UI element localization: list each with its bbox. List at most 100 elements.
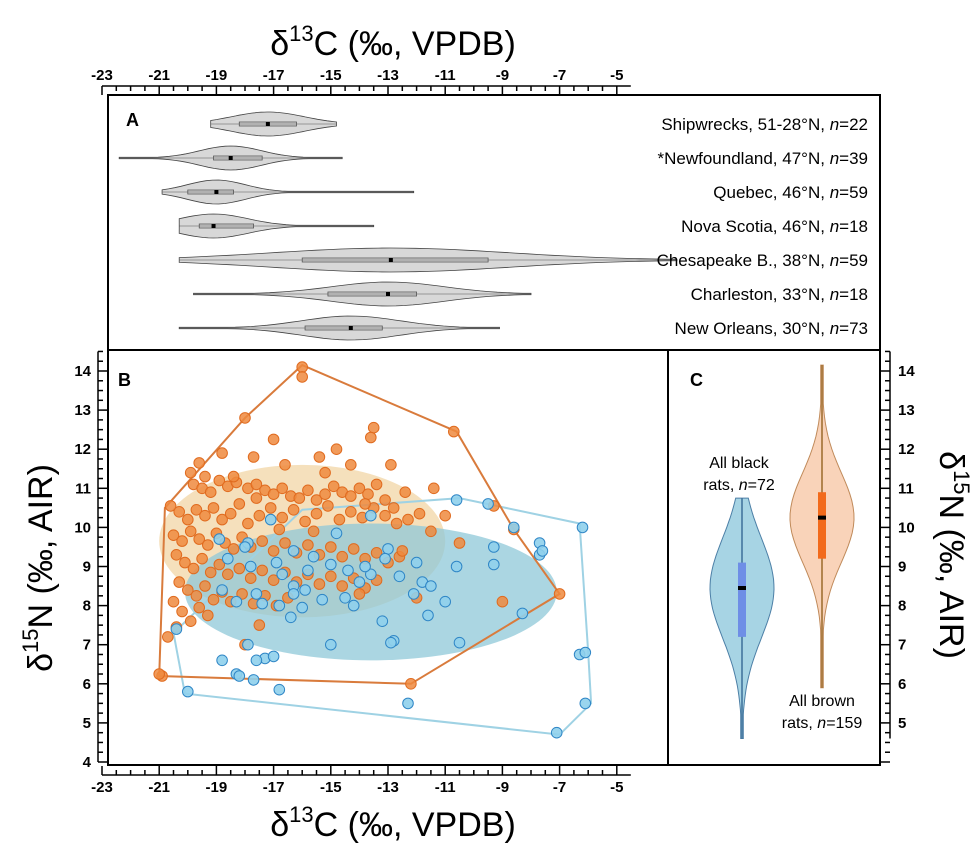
brown-rat-point (196, 552, 208, 565)
brown-rat-point (207, 502, 220, 514)
brown-rat-point (227, 543, 240, 555)
black-rat-point (296, 601, 309, 614)
brown-rats-label-line2: rats, n=159 (782, 715, 863, 732)
black-rat-point (450, 560, 463, 573)
brown-rat-point (310, 507, 323, 520)
brown-rat-point (190, 590, 203, 602)
brown-rat-point (187, 562, 200, 575)
black-rat-point (216, 584, 228, 596)
top-x-tick-label: -17 (263, 67, 285, 84)
black-rat-point (182, 685, 194, 698)
top-x-tick-label: -21 (148, 67, 170, 84)
black-rat-point (516, 607, 529, 620)
brown-rat-point (299, 515, 311, 528)
top-x-tick-label: -11 (435, 67, 456, 84)
bottom-x-tick-label: -9 (496, 779, 509, 796)
top-x-tick-label: -9 (496, 67, 509, 84)
black-rats-label-line1: All black (709, 455, 770, 472)
brown-rat-point (319, 488, 331, 501)
left-y-axis-title: δ15N (‰, AIR) (18, 464, 60, 672)
left-y-tick-label: 10 (74, 519, 91, 536)
black-rat-point (407, 588, 420, 600)
brown-rat-point (256, 535, 269, 547)
site-label: Shipwrecks, 51-28°N, n=22 (661, 115, 868, 134)
bottom-x-tick-label: -15 (320, 779, 342, 796)
right-y-tick-label: 8 (898, 598, 906, 615)
right-y-tick-label: 6 (898, 676, 906, 693)
brown-rat-point (224, 507, 237, 520)
black-rat-point (339, 592, 351, 604)
brown-rat-point (184, 466, 197, 479)
brown-rat-point (216, 447, 228, 459)
brown-rat-point (293, 492, 306, 504)
brown-rat-point (405, 678, 417, 690)
bottom-x-tick-label: -17 (263, 779, 285, 796)
brown-rat-point (267, 488, 280, 501)
bottom-x-tick-label: -13 (377, 779, 399, 796)
brown-rat-point (233, 562, 246, 575)
black-rat-point (488, 541, 500, 553)
top-x-tick-label: -15 (320, 67, 342, 84)
brown-rat-point (353, 588, 366, 600)
brown-rat-point (184, 525, 197, 538)
brown-rat-point (428, 482, 440, 495)
brown-rat-point (439, 509, 452, 522)
right-y-tick-label: 10 (898, 519, 915, 536)
bottom-x-tick-label: -5 (610, 779, 623, 796)
brown-rat-point (202, 539, 214, 551)
top-x-tick-label: -23 (91, 67, 113, 84)
brown-rat-point (413, 507, 426, 520)
brown-rat-point (250, 478, 263, 491)
brown-rat-point (390, 517, 403, 530)
black-rat-point (550, 726, 563, 739)
brown-rat-point (333, 513, 346, 526)
panel-b-letter: B (118, 370, 131, 390)
axes: -23 -21 -19 -17 -15 -13 -11 -9 -7 -5 -23 -21 -19 -17 -… (74, 67, 915, 796)
brown-rat-point (347, 543, 360, 555)
brown-rat-point (310, 494, 323, 506)
brown-rat-point (496, 595, 509, 608)
bottom-x-tick-label: -11 (435, 779, 456, 796)
black-rat-point (342, 564, 354, 577)
violin-median (348, 326, 353, 330)
black-rat-point (244, 560, 257, 573)
brown-rat-point (199, 509, 211, 522)
panel-c-letter: C (690, 370, 703, 390)
black-rat-point (287, 588, 300, 600)
brown-rat-point (425, 525, 437, 538)
brown-rat-point (202, 609, 214, 622)
brown-rat-point (227, 470, 240, 483)
brown-rat-point (264, 502, 277, 514)
group-violin-median (818, 515, 826, 520)
brown-rat-point (176, 605, 188, 618)
outer-frame (107, 94, 881, 766)
left-y-tick-label: 12 (74, 441, 91, 458)
brown-rat-point (167, 529, 180, 542)
black-rat-point (325, 558, 337, 571)
brown-rat-point (345, 490, 357, 502)
black-rat-point (273, 683, 286, 696)
left-y-tick-label: 14 (74, 363, 91, 380)
site-label: *Newfoundland, 47°N, n=39 (658, 149, 869, 168)
black-rat-point (425, 580, 437, 592)
brown-rat-point (287, 504, 300, 516)
brown-rat-point (193, 601, 205, 614)
black-rat-point (299, 584, 311, 596)
brown-rat-point (307, 525, 320, 538)
left-y-tick-label: 9 (83, 559, 91, 576)
brown-rat-point (176, 535, 188, 547)
group-violin-iqr-box (818, 492, 826, 559)
black-rat-point (276, 568, 289, 581)
black-rat-point (393, 570, 406, 583)
brown-rat-point (553, 588, 566, 600)
brown-rat-point (379, 509, 391, 522)
brown-rat-point (385, 459, 397, 471)
left-y-tick-label: 4 (83, 754, 92, 771)
brown-rat-point (273, 523, 286, 536)
black-rat-point (382, 543, 394, 555)
black-rat-point (307, 550, 320, 563)
black-rat-point (365, 509, 377, 522)
black-rat-point (347, 599, 360, 612)
black-rat-point (285, 611, 297, 624)
black-rat-point (439, 595, 452, 608)
